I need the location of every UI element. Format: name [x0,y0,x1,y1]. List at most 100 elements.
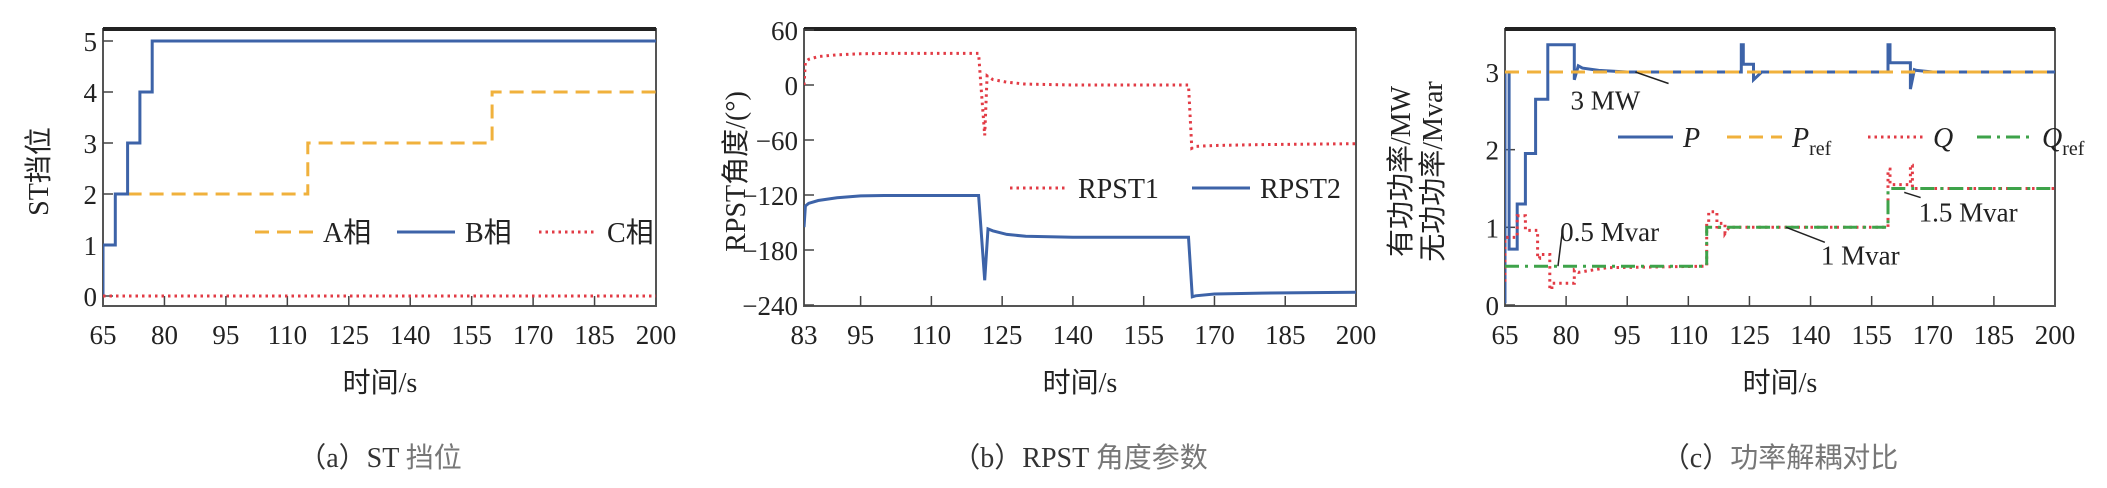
y-tick-label: 3 [1486,58,1500,88]
chart-panel-power-decoupling: 65 80 95 110 125 140 155 170 185 200 0 1 2 3 P Pref Q Qre… [1385,27,2085,474]
x-tick-label: 185 [1265,320,1306,350]
svg-text:0.5 Mvar: 0.5 Mvar [1560,217,1659,247]
legend-label: C相 [607,217,654,249]
legend-label: Qref [2042,123,2085,160]
legend-item: Pref [1727,123,1832,160]
chart-panel-st-gear: 65 80 95 110 125 140 155 170 185 200 0 1 2 3 4 5 A相 B相 C相时… [23,27,676,474]
y-tick-label: −180 [742,236,798,266]
y-tick-label: 0 [84,282,98,312]
x-tick-label: 155 [451,320,492,350]
svg-text:1 Mvar: 1 Mvar [1821,240,1900,270]
series-line-rpst2 [804,194,1356,299]
legend-item: B相 [397,217,512,249]
series-group [804,51,1356,299]
x-tick-label: 95 [1614,320,1641,350]
legend-item: Q [1868,123,1953,154]
figure-caption: （b）RPST 角度参数 [952,442,1207,474]
x-axis-label: 时间/s [1043,367,1118,399]
x-tick-label: 83 [791,320,818,350]
x-tick-label: 140 [1053,320,1094,350]
annotation: 0.5 Mvar [1557,217,1659,267]
legend-item: P [1618,123,1700,154]
y-tick-label: −120 [742,181,798,211]
figure-caption: （c）功率解耦对比 [1662,442,1898,474]
y-tick-label: 5 [84,27,98,57]
annotation: 1.5 Mvar [1904,191,2018,228]
series-line-a- [127,90,656,196]
legend-label: B相 [465,217,512,249]
plot-frame [803,28,1357,307]
series-line-q-ref [1505,187,2055,268]
x-tick-label: 65 [1492,320,1519,350]
x-axis-label: 时间/s [1743,367,1818,399]
legend: RPST1 RPST2 [1010,174,1341,205]
x-tick-label: 155 [1851,320,1892,350]
x-tick-label: 110 [268,320,308,350]
x-tick-label: 65 [90,320,117,350]
plot-frame [102,28,657,307]
annotation: 1 Mvar [1785,226,1900,270]
x-tick-label: 200 [1336,320,1377,350]
svg-text:3 MW: 3 MW [1571,86,1641,116]
legend-item: RPST2 [1192,174,1341,205]
x-tick-label: 95 [847,320,874,350]
x-axis-label: 时间/s [343,367,418,399]
annotation-pointer [1904,191,1921,199]
legend-label: Q [1933,123,1953,154]
figure-caption: （a）ST 挡位 [298,442,462,474]
y-tick-label: 2 [1486,136,1500,166]
legend-label: P [1682,123,1700,154]
legend: A相 B相 C相 [255,217,654,249]
y-tick-label: 0 [785,71,799,101]
annotation-pointer [1635,71,1669,85]
x-tick-label: 170 [1194,320,1235,350]
legend-label: A相 [323,217,371,249]
x-tick-label: 110 [1669,320,1709,350]
y-tick-label: 60 [771,16,798,46]
x-tick-label: 80 [1553,320,1580,350]
y-tick-label: 0 [1486,291,1500,321]
annotation-pointer [1557,232,1563,267]
annotation-pointer [1785,226,1826,243]
x-tick-label: 200 [2035,320,2076,350]
y-tick-label: 4 [84,78,98,108]
legend-item: RPST1 [1010,174,1159,205]
series-line-b- [103,39,656,296]
legend-label: Pref [1791,123,1832,160]
x-tick-label: 95 [212,320,239,350]
x-tick-label: 125 [329,320,370,350]
x-tick-label: 125 [982,320,1023,350]
y-axis-label: 有功功率/MW [1385,85,1417,257]
x-tick-label: 155 [1123,320,1164,350]
y-axis-label: RPST角度/(°) [720,91,752,252]
x-tick-label: 110 [912,320,952,350]
chart-panel-rpst-angle: 83 95 110 125 140 155 170 185 200 60 0 −60 −120 −180 −… [720,16,1376,474]
legend-label: RPST1 [1078,174,1159,205]
y-axis-label: ST挡位 [23,127,55,216]
x-tick-label: 125 [1729,320,1770,350]
x-tick-label: 170 [1913,320,1954,350]
y-tick-label: 1 [1486,213,1500,243]
svg-text:1.5 Mvar: 1.5 Mvar [1919,198,2018,228]
series-line-rpst1 [804,51,1356,151]
y-axis-label: 无功功率/Mvar [1417,81,1449,262]
y-tick-label: 2 [84,180,98,210]
x-tick-label: 185 [574,320,615,350]
legend-label: RPST2 [1260,174,1341,205]
x-tick-label: 140 [1790,320,1831,350]
legend-item: C相 [539,217,654,249]
annotation: 3 MW [1571,71,1669,116]
legend-item: A相 [255,217,371,249]
x-tick-label: 140 [390,320,431,350]
series-group [1505,43,2055,304]
x-tick-label: 185 [1974,320,2015,350]
y-tick-label: 1 [84,231,98,261]
y-tick-label: −240 [742,291,798,321]
y-tick-label: −60 [756,126,798,156]
series-group [103,39,656,298]
x-tick-label: 80 [151,320,178,350]
x-tick-label: 200 [636,320,677,350]
legend-item: Qref [1977,123,2085,160]
legend: P Pref Q Qref [1618,123,2085,160]
